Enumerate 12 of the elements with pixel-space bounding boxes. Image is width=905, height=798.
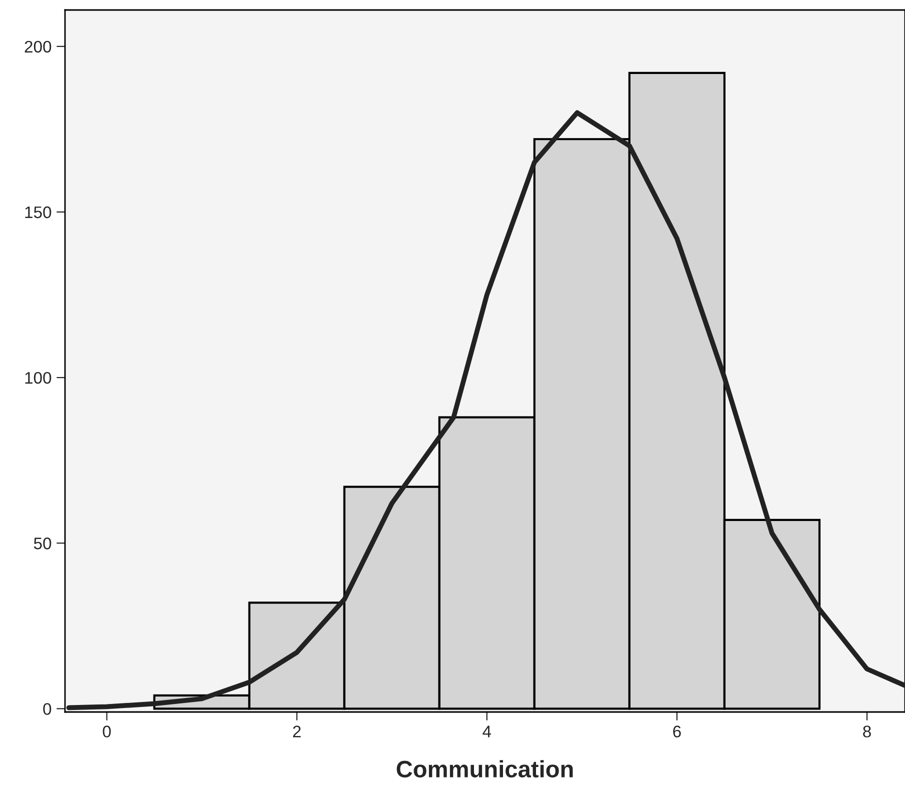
y-tick-label: 0	[43, 703, 52, 715]
x-tick-label: 0	[102, 726, 111, 738]
x-tick-label: 6	[673, 726, 681, 738]
y-tick-label: 100	[25, 372, 52, 384]
x-tick-label: 8	[863, 726, 871, 738]
x-tick-label: 4	[482, 726, 492, 738]
y-tick-label: 150	[25, 206, 52, 218]
line-series	[66, 110, 905, 710]
x-tick-label: 2	[293, 726, 301, 738]
x-axis-title: Communication	[396, 760, 573, 778]
y-tick-label: 50	[34, 538, 52, 550]
y-tick-label: 200	[24, 40, 52, 53]
